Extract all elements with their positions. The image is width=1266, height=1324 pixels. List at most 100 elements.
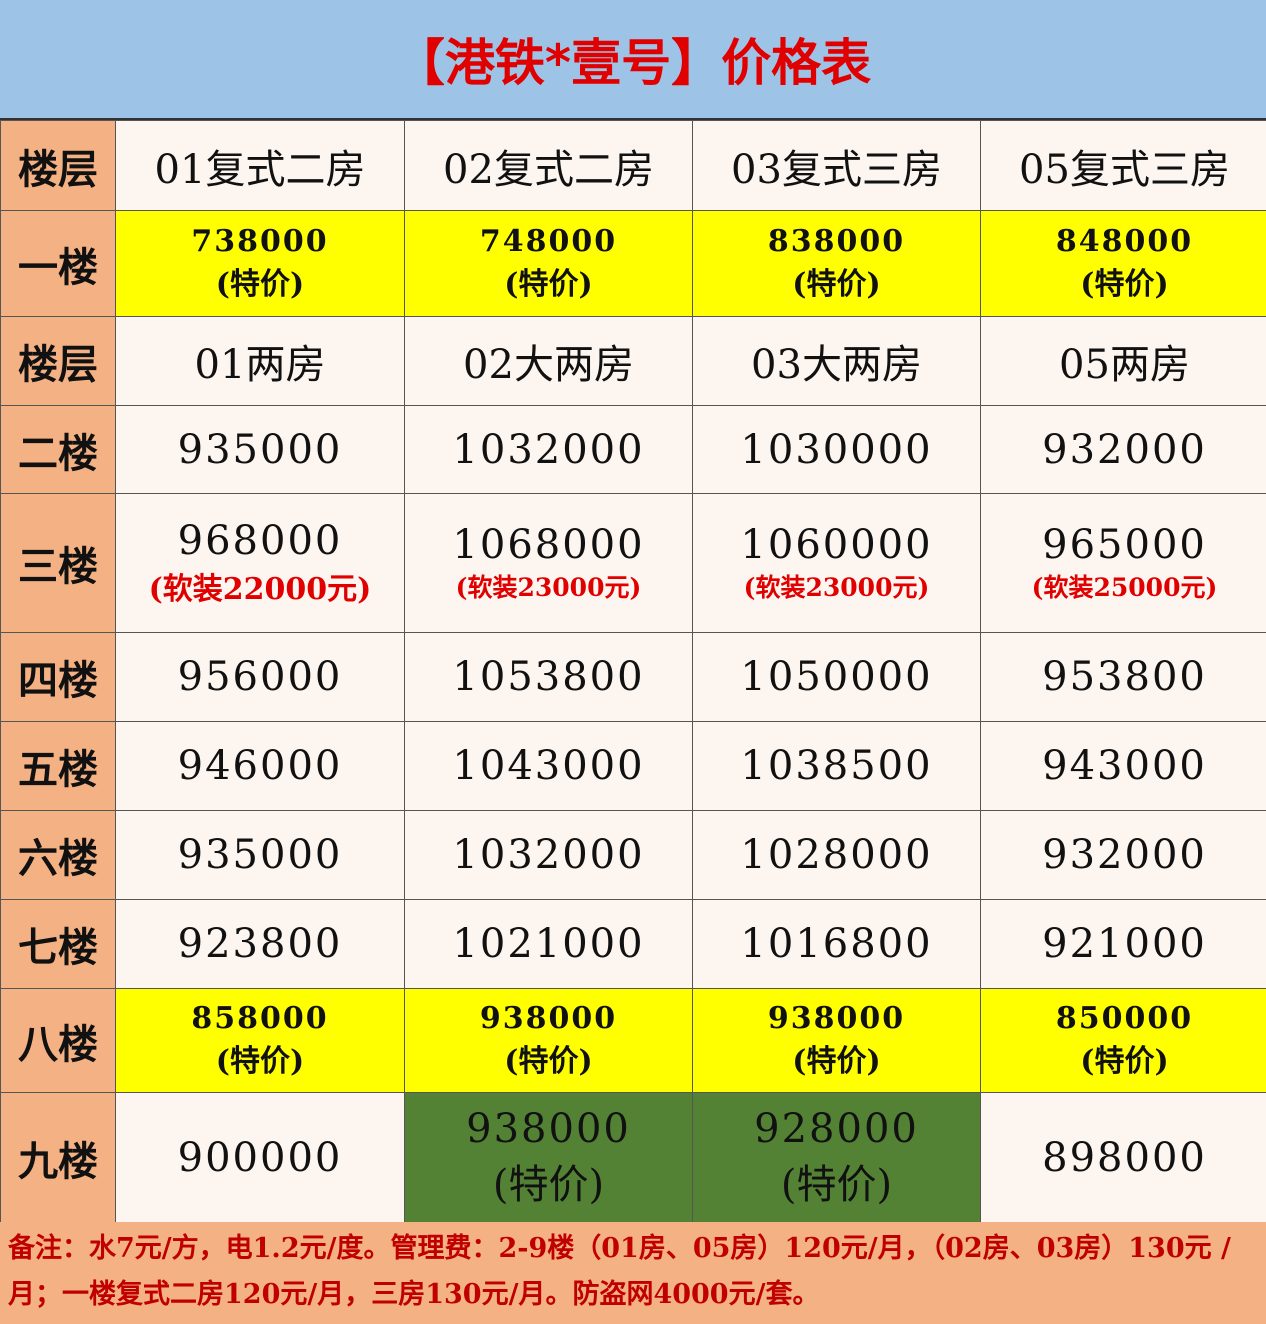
table-row: 二楼 935000 1032000 1030000 932000 (0, 405, 1266, 494)
price-value: 938000 (479, 1001, 618, 1036)
price-cell: 1068000 (软装23000元) (404, 493, 693, 633)
price-cell: 1032000 (404, 405, 693, 494)
price-cell: 923800 (115, 899, 405, 989)
price-value: 1053800 (452, 654, 645, 700)
price-value: 921000 (1042, 921, 1207, 967)
price-cell: 858000 (特价) (115, 988, 405, 1093)
floor-label: 楼层 (0, 120, 116, 211)
price-value: 956000 (177, 654, 343, 700)
price-value: 935000 (177, 426, 343, 473)
price-value: 1032000 (452, 426, 645, 473)
price-cell: 946000 (115, 721, 405, 811)
page-title: 【港铁*壹号】价格表 (0, 0, 1266, 120)
price-cell: 1016800 (692, 899, 981, 989)
unit-type-header: 05两房 (980, 316, 1266, 406)
price-note: (特价) (504, 267, 593, 302)
price-cell: 848000 (特价) (980, 210, 1266, 317)
price-value: 1021000 (452, 921, 645, 967)
price-cell: 1060000 (软装23000元) (692, 493, 981, 633)
unit-type-header: 05复式三房 (980, 120, 1266, 211)
price-note: (特价) (215, 1044, 305, 1079)
unit-type-header: 01复式二房 (115, 120, 405, 211)
price-note: (软装22000元) (148, 572, 372, 607)
unit-type-header: 01两房 (115, 316, 405, 406)
table-row: 九楼 900000 938000 (特价) 928000 (特价) 898000 (0, 1092, 1266, 1223)
price-value: 938000 (767, 1001, 906, 1036)
table-row: 五楼 946000 1043000 1038500 943000 (0, 721, 1266, 811)
price-value: 968000 (177, 518, 343, 564)
price-value: 932000 (1042, 426, 1207, 473)
price-value: 935000 (177, 832, 343, 878)
price-cell: 965000 (软装25000元) (980, 493, 1266, 633)
table-row: 六楼 935000 1032000 1028000 932000 (0, 810, 1266, 900)
floor-label: 八楼 (0, 988, 116, 1093)
price-value: 1016800 (740, 921, 933, 967)
price-cell: 1038500 (692, 721, 981, 811)
price-cell: 938000 (特价) (692, 988, 981, 1093)
price-note: (特价) (792, 267, 881, 302)
price-note: (软装23000元) (743, 573, 930, 602)
floor-label: 三楼 (0, 493, 116, 633)
price-cell: 1050000 (692, 632, 981, 722)
price-cell: 938000 (特价) (404, 1092, 693, 1223)
price-note: (特价) (1080, 267, 1169, 302)
price-table: 楼层 01复式二房 02复式二房 03复式三房 05复式三房 一楼 738000 (特价) 74… (0, 120, 1266, 1223)
price-cell: 938000 (特价) (404, 988, 693, 1093)
price-cell: 1021000 (404, 899, 693, 989)
price-value: 938000 (466, 1105, 631, 1152)
price-value: 943000 (1042, 743, 1207, 789)
price-value: 900000 (177, 1134, 343, 1181)
price-cell: 898000 (980, 1092, 1266, 1223)
floor-label: 四楼 (0, 632, 116, 722)
price-cell: 932000 (980, 810, 1266, 900)
price-cell: 921000 (980, 899, 1266, 989)
price-value: 848000 (1055, 224, 1194, 259)
price-cell: 953800 (980, 632, 1266, 722)
price-value: 838000 (767, 224, 906, 259)
price-cell: 1030000 (692, 405, 981, 494)
table-row: 四楼 956000 1053800 1050000 953800 (0, 632, 1266, 722)
price-value: 946000 (177, 743, 343, 789)
price-cell: 850000 (特价) (980, 988, 1266, 1093)
price-note: (特价) (1080, 1044, 1169, 1079)
footer-note: 备注：水7元/方，电1.2元/度。管理费：2-9楼（01房、05房）120元/月… (0, 1222, 1266, 1324)
price-cell: 1028000 (692, 810, 981, 900)
price-note: (特价) (792, 1044, 881, 1079)
table-row: 一楼 738000 (特价) 748000 (特价) 838000 (特价) 848000 (特… (0, 210, 1266, 317)
unit-type-header: 03大两房 (692, 316, 981, 406)
price-cell: 935000 (115, 810, 405, 900)
price-value: 923800 (177, 921, 343, 967)
table-row: 三楼 968000 (软装22000元) 1068000 (软装23000元) 10600… (0, 493, 1266, 633)
floor-label: 七楼 (0, 899, 116, 989)
price-value: 1038500 (740, 743, 933, 789)
price-cell: 1053800 (404, 632, 693, 722)
price-value: 1050000 (740, 654, 933, 700)
price-note: (特价) (492, 1161, 605, 1208)
price-value: 1032000 (452, 832, 645, 878)
table-row: 七楼 923800 1021000 1016800 921000 (0, 899, 1266, 989)
price-value: 748000 (479, 224, 618, 259)
floor-label: 二楼 (0, 405, 116, 494)
header-row: 楼层 01两房 02大两房 03大两房 05两房 (0, 316, 1266, 406)
price-value: 858000 (191, 1001, 329, 1036)
price-value: 738000 (191, 224, 329, 259)
table-row: 八楼 858000 (特价) 938000 (特价) 938000 (特价) 850000 (特… (0, 988, 1266, 1093)
price-cell: 1032000 (404, 810, 693, 900)
price-note: (软装23000元) (455, 573, 642, 602)
price-cell: 748000 (特价) (404, 210, 693, 317)
floor-label: 九楼 (0, 1092, 116, 1223)
price-note: (特价) (780, 1161, 893, 1208)
price-cell: 968000 (软装22000元) (115, 493, 405, 633)
floor-label: 一楼 (0, 210, 116, 317)
floor-label: 五楼 (0, 721, 116, 811)
price-value: 1043000 (452, 743, 645, 789)
price-cell: 928000 (特价) (692, 1092, 981, 1223)
price-value: 898000 (1042, 1134, 1207, 1181)
header-row: 楼层 01复式二房 02复式二房 03复式三房 05复式三房 (0, 120, 1266, 211)
price-value: 850000 (1055, 1001, 1194, 1036)
price-cell: 935000 (115, 405, 405, 494)
price-cell: 738000 (特价) (115, 210, 405, 317)
unit-type-header: 02大两房 (404, 316, 693, 406)
price-cell: 900000 (115, 1092, 405, 1223)
price-value: 1060000 (740, 522, 933, 568)
